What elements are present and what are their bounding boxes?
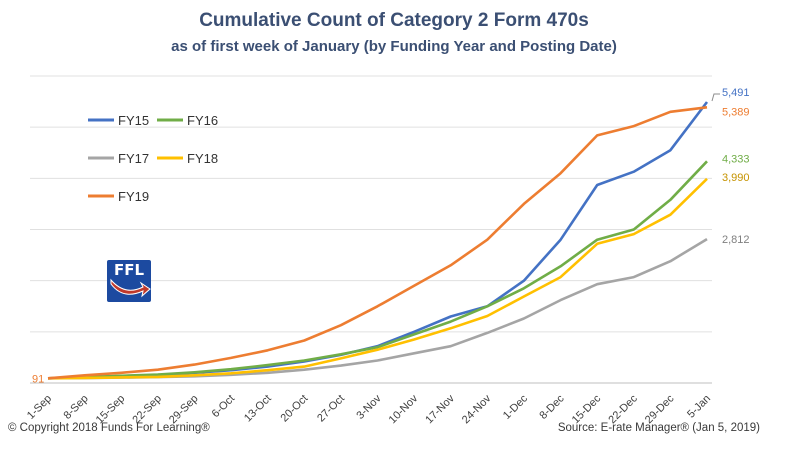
x-tick-label: 20-Oct bbox=[279, 393, 311, 425]
end-label-fy16: 4,333 bbox=[722, 153, 750, 165]
end-labels: 5,491 4,333 2,812 3,990 5,389 91 bbox=[32, 87, 750, 385]
source-text: Source: E-rate Manager® (Jan 5, 2019) bbox=[557, 422, 760, 434]
copyright-text: © Copyright 2018 Funds For Learning® bbox=[8, 422, 210, 434]
x-tick-label: 10-Nov bbox=[387, 392, 421, 426]
legend-label: FY15 bbox=[118, 113, 149, 128]
series-line-fy16 bbox=[47, 160, 708, 380]
leader-line bbox=[711, 93, 720, 102]
end-label-fy18: 3,990 bbox=[722, 172, 750, 184]
series-line-fy19 bbox=[47, 106, 708, 380]
legend-label: FY17 bbox=[118, 151, 149, 166]
legend-label: FY19 bbox=[118, 189, 149, 204]
series-lines bbox=[47, 101, 709, 380]
logo-text: FFL bbox=[113, 261, 145, 279]
x-tick-label: 3-Nov bbox=[354, 392, 384, 422]
legend-label: FY18 bbox=[187, 151, 218, 166]
x-tick-label: 8-Dec bbox=[537, 392, 567, 422]
x-tick-label: 1-Sep bbox=[25, 393, 54, 422]
start-label: 91 bbox=[32, 373, 44, 385]
x-tick-label: 1-Dec bbox=[501, 392, 531, 422]
end-label-fy19: 5,389 bbox=[722, 106, 750, 118]
end-label-fy15: 5,491 bbox=[722, 87, 750, 99]
x-tick-label: 27-Oct bbox=[315, 393, 347, 425]
legend-label: FY16 bbox=[187, 113, 218, 128]
chart-title: Cumulative Count of Category 2 Form 470s bbox=[199, 10, 589, 31]
x-tick-label: 5-Jan bbox=[685, 393, 713, 421]
chart-subtitle: as of first week of January (by Funding … bbox=[171, 38, 617, 55]
x-tick-label: 8-Sep bbox=[61, 393, 90, 422]
end-label-fy17: 2,812 bbox=[722, 234, 750, 246]
x-tick-label: 13-Oct bbox=[242, 393, 274, 425]
x-tick-label: 24-Nov bbox=[460, 392, 494, 426]
x-tick-label: 6-Oct bbox=[210, 393, 238, 421]
series-line-fy18 bbox=[47, 177, 708, 380]
legend: FY15 FY16 FY17 FY18 FY19 bbox=[88, 113, 218, 204]
ffl-logo: FFL bbox=[107, 260, 151, 302]
x-tick-label: 17-Nov bbox=[423, 392, 457, 426]
